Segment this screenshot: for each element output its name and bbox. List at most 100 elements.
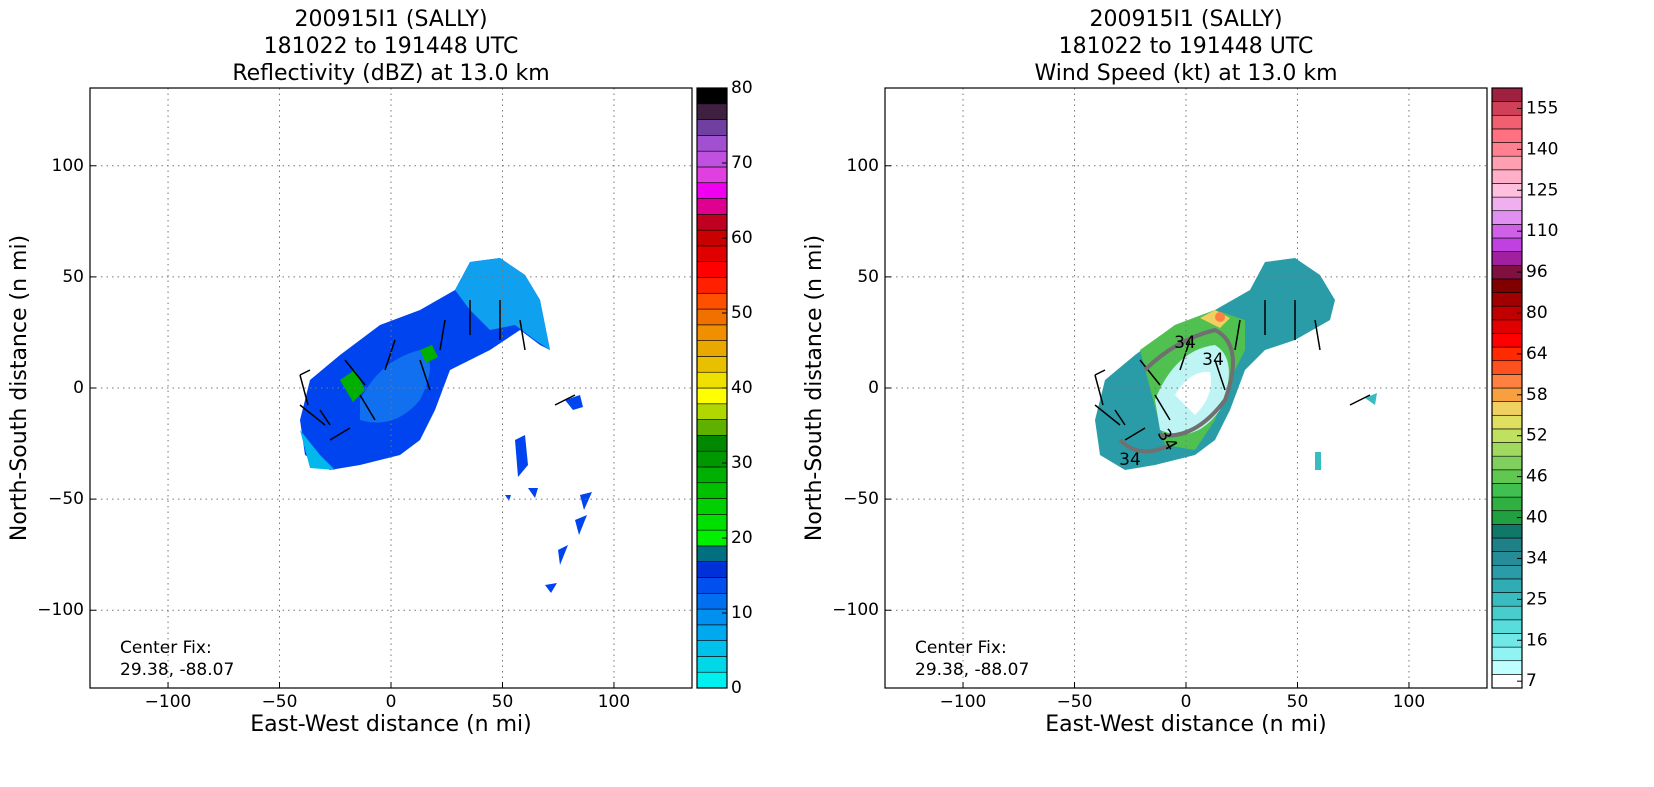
colorbar-tick-label: 80 (1526, 303, 1548, 323)
chart-title: 200915I1 (SALLY) (1089, 7, 1282, 32)
colorbar-tick-label: 34 (1526, 548, 1548, 568)
colorbar-swatch (1491, 524, 1523, 539)
colorbar-swatch (696, 182, 728, 199)
x-tick-label: 50 (492, 692, 514, 712)
colorbar-swatch (696, 624, 728, 641)
colorbar-swatch (1491, 442, 1523, 457)
colorbar-swatch (1491, 278, 1523, 293)
colorbar-swatch (696, 324, 728, 341)
wind-field (1095, 258, 1377, 470)
colorbar-swatch (1491, 414, 1523, 430)
contour-label: 34 (1174, 333, 1196, 353)
colorbar-swatch (696, 356, 728, 373)
colorbar-swatch (1491, 155, 1523, 171)
x-tick-label: −50 (262, 692, 298, 712)
colorbar-swatch (696, 640, 728, 657)
colorbar-tick-label: 25 (1526, 589, 1548, 609)
colorbar-swatch (696, 214, 728, 231)
colorbar-swatch (696, 450, 728, 468)
colorbar-tick-label: 155 (1526, 98, 1558, 118)
y-tick-label: 0 (868, 378, 879, 398)
y-tick-label: 50 (62, 267, 84, 287)
colorbar-tick-label: 50 (731, 303, 753, 323)
annotation: Center Fix: (915, 638, 1007, 658)
colorbar-swatch (1491, 237, 1523, 252)
wind-barbs (299, 300, 1371, 454)
colorbar-swatch (696, 671, 728, 689)
colorbar-swatch (696, 514, 728, 531)
colorbar-tick-label: 60 (731, 228, 753, 248)
colorbar-swatch (1491, 360, 1523, 375)
colorbar-tick-label: 140 (1526, 139, 1558, 159)
x-axis-label: East-West distance (n mi) (1045, 712, 1326, 737)
y-tick-label: −50 (48, 489, 84, 509)
colorbar-swatch (1491, 619, 1523, 634)
x-tick-label: 0 (1181, 692, 1192, 712)
colorbar-tick-label: 80 (731, 78, 753, 98)
colorbar-swatch (696, 545, 728, 562)
x-tick-label: 50 (1287, 692, 1309, 712)
y-axis-label: North-South distance (n mi) (802, 235, 827, 541)
colorbar-swatch (696, 292, 728, 310)
y-tick-label: −100 (37, 600, 84, 620)
chart-title: 181022 to 191448 UTC (1059, 34, 1314, 59)
annotation: Center Fix: (120, 638, 212, 658)
x-tick-label: −100 (940, 692, 987, 712)
colorbar-swatch (1491, 319, 1523, 334)
colorbar-tick-label: 40 (1526, 508, 1548, 528)
x-tick-label: −50 (1057, 692, 1093, 712)
colorbar-swatch (1491, 87, 1523, 102)
colorbar-swatch (696, 135, 728, 152)
x-tick-label: 100 (598, 692, 630, 712)
colorbar-swatch (1491, 483, 1523, 498)
y-tick-label: 50 (857, 267, 879, 287)
colorbar-swatch (1491, 210, 1523, 225)
y-tick-label: −100 (832, 600, 879, 620)
chart-title: 200915I1 (SALLY) (294, 7, 487, 32)
colorbar-swatch (696, 198, 728, 215)
colorbar-swatch (696, 119, 728, 136)
colorbar-swatch (1491, 128, 1523, 143)
colorbar-swatch (696, 371, 728, 389)
chart-title: Wind Speed (kt) at 13.0 km (1034, 61, 1337, 86)
colorbar-swatch (696, 340, 728, 357)
colorbar-tick-label: 70 (731, 153, 753, 173)
colorbar-swatch (696, 87, 728, 105)
x-tick-label: 100 (1393, 692, 1425, 712)
plot-frame (89, 87, 693, 689)
colorbar-tick-label: 30 (731, 453, 753, 473)
colorbar-swatch (696, 150, 728, 168)
colorbar-swatch (696, 498, 728, 515)
colorbar-swatch (696, 608, 728, 626)
colorbar-swatch (696, 419, 728, 436)
colorbar-swatch (696, 466, 728, 484)
x-tick-label: 0 (386, 692, 397, 712)
colorbar-swatch (1491, 646, 1523, 662)
colorbar-swatch (696, 656, 728, 673)
colorbar-tick-label: 58 (1526, 385, 1548, 405)
x-axis-label: East-West distance (n mi) (250, 712, 531, 737)
colorbar-tick-label: 52 (1526, 426, 1548, 446)
y-axis-label: North-South distance (n mi) (7, 235, 32, 541)
colorbar-frame (1491, 87, 1523, 689)
colorbar-swatch (1491, 455, 1523, 471)
colorbar-swatch (1491, 333, 1523, 348)
colorbar-tick-label: 10 (731, 603, 753, 623)
colorbar-tick-label: 96 (1526, 262, 1548, 282)
colorbar-swatch (1491, 196, 1523, 212)
colorbar-swatch (696, 561, 728, 578)
colorbar-swatch (1491, 374, 1523, 389)
contour-label: 34 (1119, 450, 1141, 470)
colorbar-tick-label: 64 (1526, 344, 1548, 364)
colorbar-swatch (1491, 401, 1523, 416)
y-tick-label: 100 (52, 156, 84, 176)
colorbar-tick-label: 7 (1526, 671, 1537, 691)
colorbar-tick-label: 0 (731, 678, 742, 698)
colorbar-swatch (1491, 578, 1523, 593)
y-tick-label: −50 (843, 489, 879, 509)
colorbar-swatch (1491, 537, 1523, 552)
colorbar-swatch (696, 403, 728, 420)
y-tick-label: 100 (847, 156, 879, 176)
colorbar-swatch (1491, 496, 1523, 512)
